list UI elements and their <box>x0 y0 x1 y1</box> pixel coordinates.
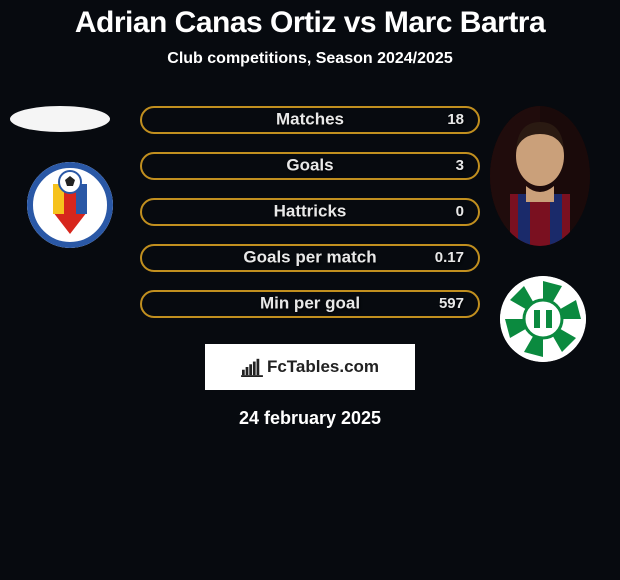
stat-pill: Matches 18 <box>140 106 480 134</box>
page-subtitle: Club competitions, Season 2024/2025 <box>0 50 620 68</box>
barchart-icon <box>241 357 263 377</box>
club-badge-right <box>500 276 586 362</box>
brand-logo: FcTables.com <box>205 344 415 390</box>
page-title: Adrian Canas Ortiz vs Marc Bartra <box>0 0 620 40</box>
stat-label: Hattricks <box>274 202 347 222</box>
stat-pill: Min per goal 597 <box>140 290 480 318</box>
stat-label: Min per goal <box>260 294 360 314</box>
stat-value-right: 18 <box>447 111 464 128</box>
stat-pill: Goals 3 <box>140 152 480 180</box>
player-left-avatar <box>10 106 110 132</box>
stat-value-right: 597 <box>439 295 464 312</box>
club-badge-left <box>27 162 113 248</box>
stats-column: Matches 18 Goals 3 Hattricks 0 Goals per match… <box>140 106 480 318</box>
stats-area: Matches 18 Goals 3 Hattricks 0 Goals per match… <box>0 106 620 318</box>
stat-pill: Hattricks 0 <box>140 198 480 226</box>
brand-logo-text: FcTables.com <box>267 357 379 377</box>
stat-value-right: 3 <box>456 157 464 174</box>
date-line: 24 february 2025 <box>0 408 620 429</box>
player-right-avatar <box>490 106 590 246</box>
stat-label: Goals per match <box>243 248 376 268</box>
stat-pill: Goals per match 0.17 <box>140 244 480 272</box>
stat-label: Matches <box>276 110 344 130</box>
stat-value-right: 0.17 <box>435 249 464 266</box>
stat-value-right: 0 <box>456 203 464 220</box>
stat-label: Goals <box>286 156 333 176</box>
